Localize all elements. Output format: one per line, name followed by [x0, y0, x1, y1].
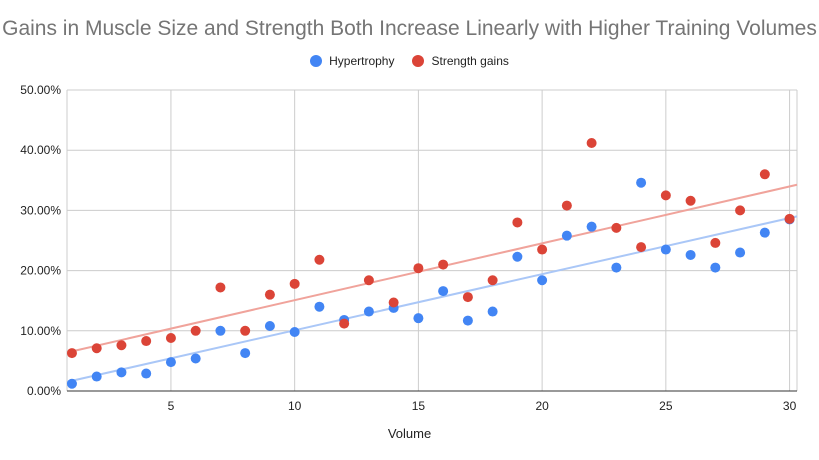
- point-strength-gains: [388, 297, 399, 308]
- legend-swatch-hypertrophy: [310, 55, 323, 67]
- point-hypertrophy: [66, 378, 77, 389]
- point-strength-gains: [413, 263, 424, 274]
- y-tick-label: 10.00%: [20, 324, 61, 338]
- point-hypertrophy: [289, 327, 300, 338]
- point-hypertrophy: [264, 320, 275, 331]
- data-points: [66, 137, 795, 389]
- point-hypertrophy: [487, 306, 498, 317]
- point-strength-gains: [784, 213, 795, 224]
- point-strength-gains: [487, 275, 498, 286]
- x-tick-label: 10: [288, 399, 302, 413]
- point-hypertrophy: [413, 313, 424, 324]
- point-hypertrophy: [363, 306, 374, 317]
- x-tick-label: 25: [659, 399, 673, 413]
- x-tick-label: 5: [168, 399, 175, 413]
- point-hypertrophy: [586, 221, 597, 232]
- legend-label-strength-gains: Strength gains: [431, 54, 509, 68]
- legend-swatch-strength-gains: [412, 55, 425, 67]
- legend-entry-hypertrophy[interactable]: Hypertrophy: [310, 54, 394, 68]
- point-strength-gains: [66, 348, 77, 359]
- point-strength-gains: [339, 318, 350, 329]
- point-strength-gains: [91, 343, 102, 354]
- point-strength-gains: [438, 259, 449, 270]
- point-hypertrophy: [240, 348, 251, 359]
- x-axis-label: Volume: [387, 426, 432, 441]
- point-strength-gains: [141, 336, 152, 347]
- y-tick-label: 30.00%: [20, 203, 61, 217]
- point-hypertrophy: [710, 262, 721, 273]
- point-strength-gains: [314, 254, 325, 265]
- point-hypertrophy: [438, 286, 449, 297]
- x-tick-label: 30: [783, 399, 797, 413]
- point-hypertrophy: [685, 249, 696, 260]
- point-strength-gains: [660, 190, 671, 201]
- legend: Hypertrophy Strength gains: [0, 54, 819, 68]
- point-strength-gains: [512, 217, 523, 228]
- point-hypertrophy: [660, 244, 671, 255]
- point-strength-gains: [462, 292, 473, 303]
- x-tick-label: 15: [412, 399, 426, 413]
- point-strength-gains: [215, 282, 226, 293]
- point-strength-gains: [264, 289, 275, 300]
- trendline-strength-gains: [66, 183, 798, 354]
- point-strength-gains: [611, 222, 622, 233]
- point-strength-gains: [685, 195, 696, 206]
- point-strength-gains: [363, 275, 374, 286]
- point-strength-gains: [636, 242, 647, 253]
- point-strength-gains: [537, 244, 548, 255]
- point-strength-gains: [190, 325, 201, 336]
- point-hypertrophy: [735, 247, 746, 258]
- point-hypertrophy: [759, 227, 770, 238]
- point-hypertrophy: [116, 367, 127, 378]
- gridlines: [66, 89, 798, 391]
- tick-labels: 0.00% 10.00% 20.00% 30.00% 40.00% 50.00% 5 10 15…: [20, 83, 796, 413]
- y-tick-label: 20.00%: [20, 264, 61, 278]
- point-hypertrophy: [512, 251, 523, 262]
- point-strength-gains: [561, 200, 572, 211]
- point-strength-gains: [586, 137, 597, 148]
- point-strength-gains: [759, 169, 770, 180]
- point-hypertrophy: [141, 368, 152, 379]
- point-hypertrophy: [561, 230, 572, 241]
- point-hypertrophy: [462, 315, 473, 326]
- point-hypertrophy: [91, 371, 102, 382]
- legend-entry-strength-gains[interactable]: Strength gains: [412, 54, 509, 68]
- chart-title: Gains in Muscle Size and Strength Both I…: [2, 17, 817, 40]
- point-hypertrophy: [537, 275, 548, 286]
- y-tick-label: 40.00%: [20, 143, 61, 157]
- point-hypertrophy: [215, 325, 226, 336]
- point-strength-gains: [240, 325, 251, 336]
- y-tick-label: 0.00%: [27, 384, 61, 398]
- y-tick-label: 50.00%: [20, 83, 61, 97]
- point-hypertrophy: [314, 301, 325, 312]
- point-hypertrophy: [190, 353, 201, 364]
- point-hypertrophy: [611, 262, 622, 273]
- point-strength-gains: [710, 237, 721, 248]
- point-strength-gains: [289, 278, 300, 289]
- point-strength-gains: [165, 333, 176, 344]
- point-hypertrophy: [636, 177, 647, 188]
- point-hypertrophy: [165, 357, 176, 368]
- trendline-hypertrophy: [66, 215, 798, 383]
- trendlines: [66, 183, 798, 383]
- point-strength-gains: [116, 340, 127, 351]
- x-tick-label: 20: [535, 399, 549, 413]
- legend-label-hypertrophy: Hypertrophy: [329, 54, 395, 68]
- point-strength-gains: [735, 205, 746, 216]
